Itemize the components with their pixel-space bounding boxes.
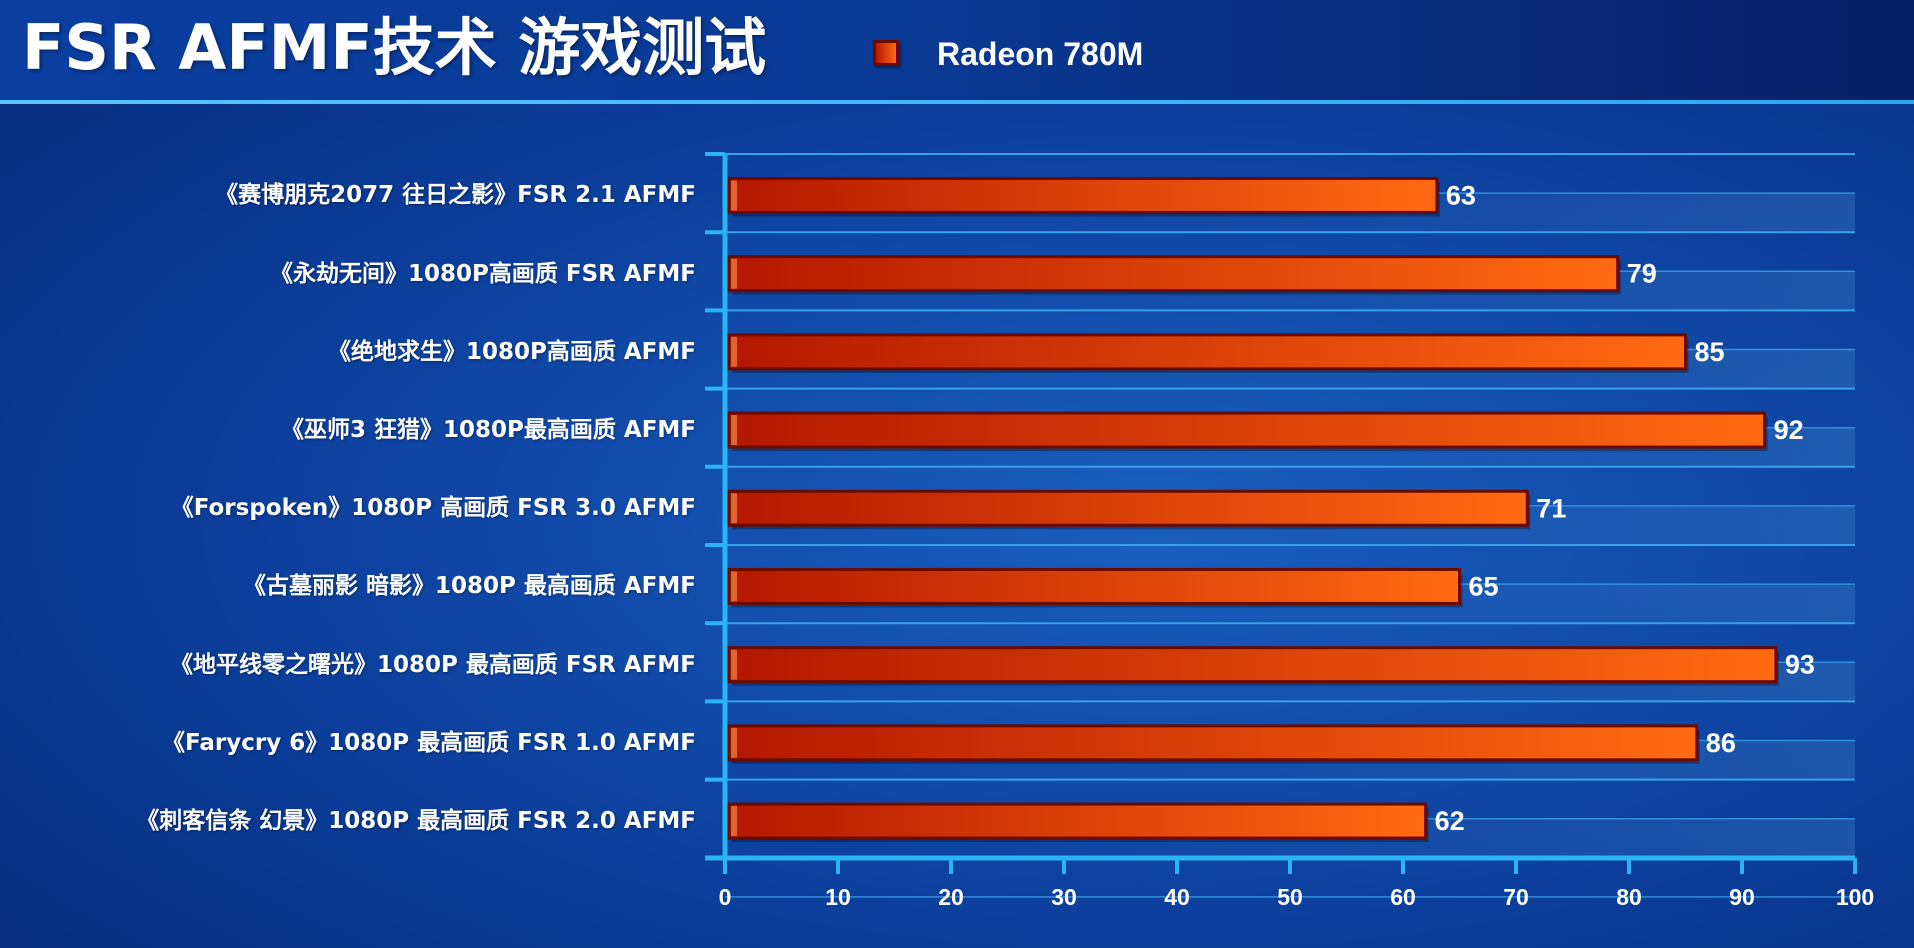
x-tick-label: 100	[1836, 884, 1874, 910]
x-tick-label: 20	[938, 884, 964, 910]
bar-highlight	[731, 806, 737, 837]
category-label: 《绝地求生》1080P高画质 AFMF	[328, 338, 696, 365]
bar	[727, 567, 1461, 605]
bar-highlight	[731, 258, 737, 289]
x-tick-label: 60	[1390, 884, 1416, 910]
bar	[727, 255, 1620, 293]
bar-highlight	[731, 493, 737, 524]
x-tick-label: 10	[825, 884, 851, 910]
bar	[727, 411, 1767, 449]
bar-value-label: 92	[1774, 415, 1804, 445]
bar-highlight	[731, 180, 737, 211]
bar-value-label: 85	[1695, 337, 1725, 367]
category-label: 《永劫无间》1080P高画质 FSR AFMF	[270, 260, 696, 287]
category-label: 《Forspoken》1080P 高画质 FSR 3.0 AFMF	[170, 495, 696, 522]
bar	[727, 333, 1687, 371]
bar-value-label: 86	[1706, 728, 1736, 758]
bar-highlight	[731, 415, 737, 446]
category-label: 《刺客信条 幻景》1080P 最高画质 FSR 2.0 AFMF	[136, 808, 696, 835]
x-tick-label: 40	[1164, 884, 1190, 910]
bar-highlight	[731, 571, 737, 602]
x-tick-label: 30	[1051, 884, 1077, 910]
bar-value-label: 65	[1469, 571, 1499, 601]
category-label: 《Farycry 6》1080P 最高画质 FSR 1.0 AFMF	[162, 729, 696, 756]
bar	[727, 489, 1529, 527]
x-tick-label: 80	[1616, 884, 1642, 910]
x-tick-label: 0	[719, 884, 732, 910]
bar-highlight	[731, 727, 737, 758]
category-label: 《巫师3 狂猎》1080P最高画质 AFMF	[281, 417, 696, 444]
category-label: 《地平线零之曙光》1080P 最高画质 FSR AFMF	[170, 651, 696, 678]
bar-value-label: 71	[1536, 493, 1566, 523]
x-tick-label: 90	[1729, 884, 1755, 910]
bar-value-label: 62	[1435, 806, 1465, 836]
header-bar	[0, 0, 1914, 100]
bar-value-label: 79	[1627, 259, 1657, 289]
bar-highlight	[731, 649, 737, 680]
header-divider	[0, 100, 1914, 104]
legend-label: Radeon 780M	[937, 36, 1144, 72]
legend-swatch	[873, 40, 899, 66]
x-tick-label: 70	[1503, 884, 1529, 910]
category-label: 《赛博朋克2077 往日之影》FSR 2.1 AFMF	[215, 182, 696, 209]
bar-value-label: 93	[1785, 650, 1815, 680]
category-label: 《古墓丽影 暗影》1080P 最高画质 AFMF	[242, 573, 696, 600]
bar	[727, 724, 1699, 762]
bar	[727, 646, 1778, 684]
bar	[727, 802, 1428, 840]
bar-highlight	[731, 336, 737, 367]
bar	[727, 176, 1439, 214]
bar-value-label: 63	[1446, 180, 1476, 210]
x-tick-label: 50	[1277, 884, 1303, 910]
chart-title: FSR AFMF技术 游戏测试	[22, 11, 767, 84]
